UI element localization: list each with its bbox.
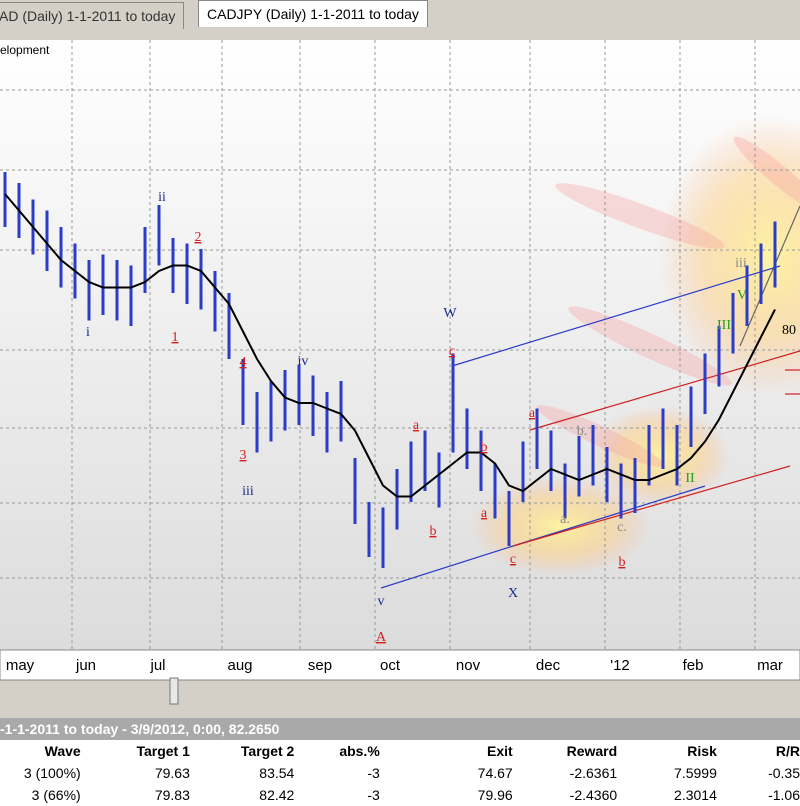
month-label: aug xyxy=(227,657,252,674)
column-header: Wave xyxy=(44,743,81,759)
scrollbar[interactable] xyxy=(0,684,800,702)
table-cell: -3 xyxy=(367,765,380,781)
table-cell: 74.67 xyxy=(477,765,513,781)
table-cell: -3 xyxy=(367,787,380,803)
month-label: nov xyxy=(456,657,481,674)
column-header: Reward xyxy=(566,743,618,759)
wave-label: c. xyxy=(617,520,627,535)
column-header: R/R xyxy=(775,743,800,759)
month-label: sep xyxy=(308,657,332,674)
wave-label: II xyxy=(685,471,695,486)
wave-label: b. xyxy=(577,424,588,439)
wave-label: c xyxy=(510,552,516,567)
month-label: dec xyxy=(536,657,561,674)
moving-average xyxy=(4,193,776,498)
month-label: jul xyxy=(149,657,165,674)
table-cell: 7.5999 xyxy=(674,765,717,781)
wave-label: b xyxy=(619,555,626,570)
x-axis xyxy=(0,649,800,681)
table-header: -1-1-2011 to today - 3/9/2012, 0:00, 82.… xyxy=(0,718,800,740)
table-cell: 79.83 xyxy=(154,787,190,803)
wave-label: v xyxy=(378,594,385,609)
wave-label: III xyxy=(717,318,731,333)
chart-caption: elopment xyxy=(0,43,50,57)
wave-label: iii xyxy=(242,484,254,499)
month-label: feb xyxy=(683,657,704,674)
chart: elopment 80 iii21iv43iiiWcabbacvAXab.a.c… xyxy=(0,40,800,705)
wave-label: W xyxy=(443,306,457,321)
wave-label: i xyxy=(86,325,90,340)
wave-label: 2 xyxy=(195,230,202,245)
month-label: may xyxy=(6,657,35,674)
table-cell: 79.63 xyxy=(154,765,190,781)
channels xyxy=(380,205,800,589)
table-cell: 79.96 xyxy=(477,787,513,803)
table-cell: 3 (100%) xyxy=(23,765,81,781)
wave-label: a xyxy=(413,418,420,433)
table-cell: 2.3014 xyxy=(674,787,717,803)
wave-label: X xyxy=(508,586,518,601)
wave-label: a xyxy=(481,506,488,521)
column-header: Target 1 xyxy=(136,743,190,759)
plot-area xyxy=(0,40,800,650)
scroll-thumb[interactable] xyxy=(169,677,179,705)
wave-label: b xyxy=(430,524,437,539)
tab-active[interactable]: CADJPY (Daily) 1-1-2011 to today xyxy=(198,0,428,27)
wave-label: 4 xyxy=(240,355,247,370)
table-cell: 83.54 xyxy=(259,765,295,781)
table-cell: 3 (66%) xyxy=(31,787,81,803)
wave-label: b xyxy=(481,440,488,455)
table-cell: -2.4360 xyxy=(569,787,618,803)
tab[interactable]: AD (Daily) 1-1-2011 to today xyxy=(0,2,185,29)
table-cell: 82.42 xyxy=(259,787,295,803)
table-cell: -1.06 xyxy=(768,787,800,803)
targets-table: Wave Target 1 Target 2 abs.% Exit Reward Risk R… xyxy=(0,740,800,806)
table-cell: -0.35 xyxy=(768,765,800,781)
wave-label: a. xyxy=(560,512,570,527)
column-header: Exit xyxy=(487,743,513,759)
wave-label: ii xyxy=(158,190,166,205)
column-header: abs.% xyxy=(339,743,380,759)
month-label: '12 xyxy=(610,657,630,674)
wave-label: A xyxy=(376,630,387,645)
column-header: Target 2 xyxy=(240,743,295,759)
wave-label: 1 xyxy=(172,330,179,345)
wave-label: V xyxy=(737,288,747,303)
month-label: jun xyxy=(75,657,96,674)
price-label: 80 xyxy=(782,323,796,338)
month-label: oct xyxy=(380,657,401,674)
wave-label: iii xyxy=(735,256,747,271)
table-cell: -2.6361 xyxy=(569,765,618,781)
grid xyxy=(0,40,800,650)
wave-label: iv xyxy=(298,354,309,369)
month-label: mar xyxy=(757,657,783,674)
wave-label: c xyxy=(449,344,455,359)
wave-label: 3 xyxy=(240,448,247,463)
column-header: Risk xyxy=(687,743,717,759)
wave-label: a xyxy=(529,406,536,421)
